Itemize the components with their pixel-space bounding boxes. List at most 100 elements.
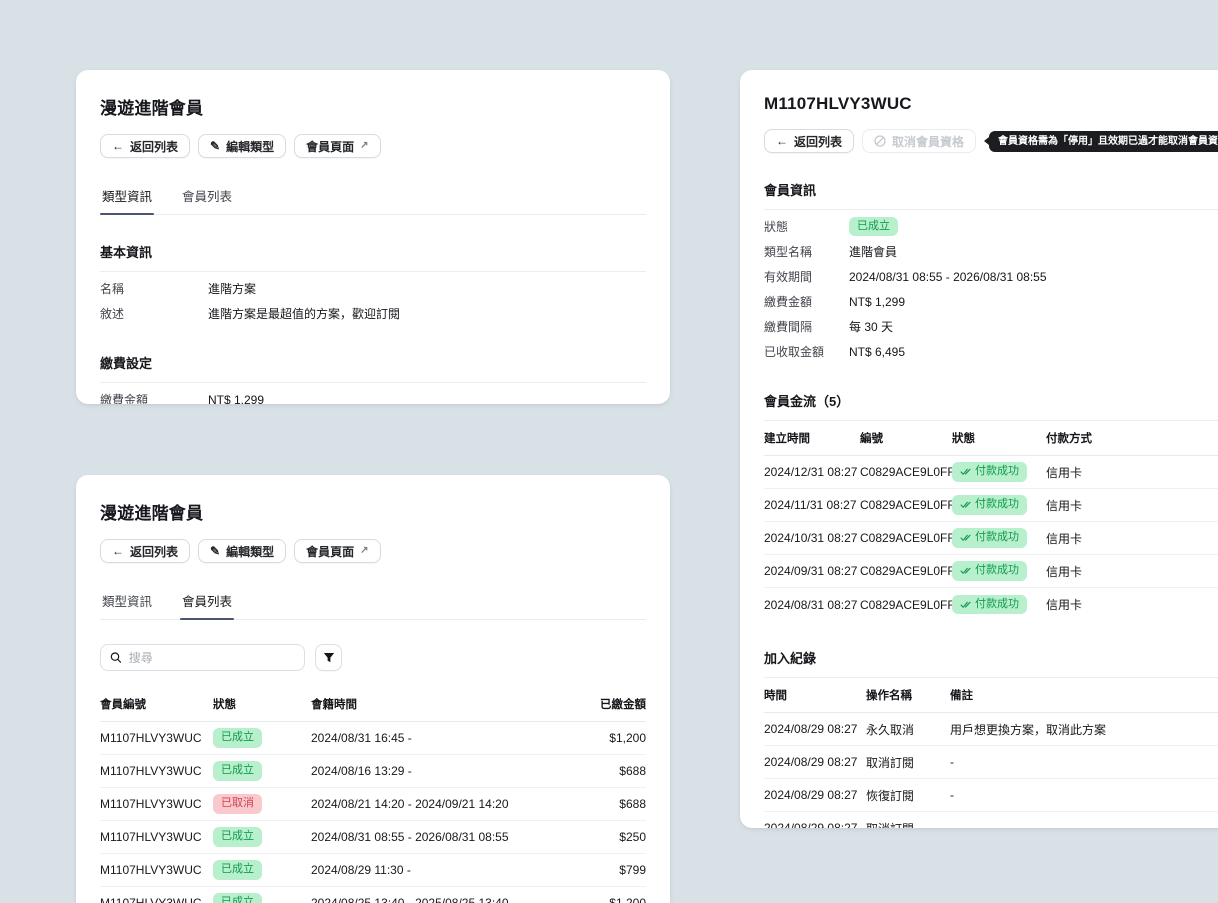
payment-created: 2024/10/31 08:27 bbox=[764, 531, 858, 545]
edit-type-button[interactable]: ✎ 編輯類型 bbox=[198, 134, 287, 158]
table-row[interactable]: M1107HLVY3WUC 已取消 2024/08/21 14:20 - 202… bbox=[100, 788, 646, 821]
filter-button[interactable] bbox=[315, 644, 342, 671]
table-row[interactable]: M1107HLVY3WUC 已成立 2024/08/16 13:29 - $68… bbox=[100, 755, 646, 788]
field-value: 進階方案是最超值的方案，歡迎訂閱 bbox=[208, 307, 401, 321]
payment-number: C0829ACE9L0FF bbox=[860, 597, 952, 612]
field-value: NT$ 1,299 bbox=[849, 294, 906, 309]
table-row[interactable]: M1107HLVY3WUC 已成立 2024/08/29 11:30 - $79… bbox=[100, 854, 646, 887]
field-label: 繳費金額 bbox=[764, 295, 813, 309]
paid-amount: $688 bbox=[619, 764, 646, 778]
member-detail-card: M1107HLVY3WUC ← 返回列表 取消會員資格 會員資格需為「停用」且效… bbox=[740, 70, 1218, 828]
payment-row: 2024/12/31 08:27 C0829ACE9L0FF 付款成功 信用卡 bbox=[764, 456, 1218, 489]
payment-number: C0829ACE9L0FF bbox=[860, 531, 952, 545]
section-heading: 繳費設定 bbox=[100, 353, 646, 383]
log-action: 取消訂閱 bbox=[866, 755, 915, 770]
payment-method: 信用卡 bbox=[1046, 498, 1083, 513]
payments-section: 會員金流（5） 建立時間 編號 狀態 付款方式 2024/12/31 08:27… bbox=[764, 391, 1218, 621]
field-label: 敘述 bbox=[100, 307, 125, 321]
payment-method: 信用卡 bbox=[1046, 531, 1083, 546]
payments-table: 建立時間 編號 狀態 付款方式 2024/12/31 08:27 C0829AC… bbox=[764, 421, 1218, 621]
filter-icon bbox=[323, 652, 334, 662]
member-page-button[interactable]: 會員頁面 ↗ bbox=[294, 134, 381, 158]
column-header-number: 編號 bbox=[860, 433, 883, 445]
tab-member-list[interactable]: 會員列表 bbox=[182, 190, 233, 204]
info-row: 繳費金額 NT$ 1,299 bbox=[764, 289, 1218, 314]
info-row: 繳費間隔 每 30 天 bbox=[764, 314, 1218, 339]
field-label: 已收取金額 bbox=[764, 345, 825, 359]
payment-status-badge: 付款成功 bbox=[952, 528, 1027, 548]
tab-type-info[interactable]: 類型資訊 bbox=[102, 595, 153, 609]
log-note: - bbox=[950, 788, 954, 802]
search-toolbar bbox=[100, 644, 646, 671]
status-badge: 已成立 bbox=[849, 216, 898, 237]
payment-row: 2024/11/31 08:27 C0829ACE9L0FF 付款成功 信用卡 bbox=[764, 489, 1218, 522]
payment-number: C0829ACE9L0FF bbox=[860, 498, 952, 512]
member-id: M1107HLVY3WUC bbox=[100, 830, 202, 844]
section-heading: 會員資訊 bbox=[764, 180, 1218, 210]
double-check-icon bbox=[960, 601, 971, 608]
cancel-membership-button[interactable]: 取消會員資格 bbox=[862, 129, 977, 153]
type-card: 漫遊進階會員 ← 返回列表 ✎ 編輯類型 會員頁面 ↗ 類型資訊 會員列表 基本… bbox=[76, 70, 670, 404]
status-badge: 已成立 bbox=[213, 761, 262, 781]
double-check-icon bbox=[960, 468, 971, 475]
search-input-box[interactable] bbox=[100, 644, 305, 671]
column-header-created: 建立時間 bbox=[764, 433, 810, 445]
info-row: 敘述 進階方案是最超值的方案，歡迎訂閱 bbox=[100, 301, 646, 326]
toolbar: ← 返回列表 取消會員資格 會員資格需為「停用」且效期已過才能取消會員資格 bbox=[764, 129, 1218, 153]
field-label: 名稱 bbox=[100, 282, 125, 296]
back-to-list-button[interactable]: ← 返回列表 bbox=[100, 134, 191, 158]
field-label: 繳費金額 bbox=[100, 393, 149, 404]
table-row[interactable]: M1107HLVY3WUC 已成立 2024/08/31 08:55 - 202… bbox=[100, 821, 646, 854]
log-note: 用戶想更換方案，取消此方案 bbox=[950, 722, 1107, 737]
column-header-amount: 已繳金額 bbox=[600, 699, 646, 711]
log-time: 2024/08/29 08:27 bbox=[764, 755, 858, 769]
table-row[interactable]: M1107HLVY3WUC 已成立 2024/08/25 13:40 - 202… bbox=[100, 887, 646, 903]
column-header-method: 付款方式 bbox=[1046, 433, 1092, 445]
paid-amount: $799 bbox=[619, 863, 646, 877]
info-row: 繳費金額 NT$ 1,299 bbox=[100, 387, 646, 405]
log-time: 2024/08/29 08:27 bbox=[764, 788, 858, 802]
payment-created: 2024/09/31 08:27 bbox=[764, 564, 858, 578]
tab-type-info[interactable]: 類型資訊 bbox=[100, 186, 155, 215]
column-header-period: 會籍時間 bbox=[311, 699, 357, 711]
paid-amount: $1,200 bbox=[609, 896, 646, 903]
table-header-row: 時間 操作名稱 備註 bbox=[764, 678, 1218, 713]
tab-bar: 類型資訊 會員列表 bbox=[100, 591, 646, 620]
arrow-left-icon: ← bbox=[112, 544, 124, 558]
log-row: 2024/08/29 08:27 恢復訂閱 - bbox=[764, 779, 1218, 812]
edit-type-button[interactable]: ✎ 編輯類型 bbox=[198, 539, 287, 563]
info-row: 名稱 進階方案 bbox=[100, 276, 646, 301]
payment-method: 信用卡 bbox=[1046, 598, 1083, 612]
external-link-icon: ↗ bbox=[360, 140, 369, 151]
tooltip-text: 會員資格需為「停用」且效期已過才能取消會員資格 bbox=[989, 130, 1218, 152]
table-header-row: 建立時間 編號 狀態 付款方式 bbox=[764, 421, 1218, 456]
toolbar: ← 返回列表 ✎ 編輯類型 會員頁面 ↗ bbox=[100, 539, 646, 563]
status-badge: 已成立 bbox=[213, 893, 262, 903]
tab-member-list[interactable]: 會員列表 bbox=[180, 591, 235, 620]
back-to-list-button[interactable]: ← 返回列表 bbox=[100, 539, 191, 563]
pencil-icon: ✎ bbox=[210, 139, 221, 153]
member-page-button[interactable]: 會員頁面 ↗ bbox=[294, 539, 381, 563]
back-to-list-button[interactable]: ← 返回列表 bbox=[764, 129, 855, 153]
membership-period: 2024/08/31 08:55 - 2026/08/31 08:55 bbox=[311, 830, 509, 844]
payment-method: 信用卡 bbox=[1046, 465, 1083, 480]
page-title: 漫遊進階會員 bbox=[100, 504, 204, 523]
arrow-left-icon: ← bbox=[112, 139, 124, 153]
payment-status-badge: 付款成功 bbox=[952, 495, 1027, 515]
log-action: 永久取消 bbox=[866, 722, 915, 737]
search-input[interactable] bbox=[128, 650, 295, 665]
payment-number: C0829ACE9L0FF bbox=[860, 564, 952, 578]
field-value: NT$ 1,299 bbox=[208, 392, 265, 405]
paid-amount: $688 bbox=[619, 797, 646, 811]
column-header-action: 操作名稱 bbox=[866, 690, 912, 702]
table-row[interactable]: M1107HLVY3WUC 已成立 2024/08/31 16:45 - $1,… bbox=[100, 722, 646, 755]
field-label: 繳費間隔 bbox=[764, 320, 813, 334]
log-time: 2024/08/29 08:27 bbox=[764, 821, 858, 828]
membership-period: 2024/08/21 14:20 - 2024/09/21 14:20 bbox=[311, 797, 509, 811]
log-time: 2024/08/29 08:27 bbox=[764, 722, 858, 736]
status-badge: 已成立 bbox=[213, 827, 262, 847]
member-list-card: 漫遊進階會員 ← 返回列表 ✎ 編輯類型 會員頁面 ↗ 類型資訊 會員列表 bbox=[76, 475, 670, 903]
membership-period: 2024/08/29 11:30 - bbox=[311, 863, 411, 877]
payment-row: 2024/09/31 08:27 C0829ACE9L0FF 付款成功 信用卡 bbox=[764, 555, 1218, 588]
field-label: 有效期間 bbox=[764, 270, 813, 284]
